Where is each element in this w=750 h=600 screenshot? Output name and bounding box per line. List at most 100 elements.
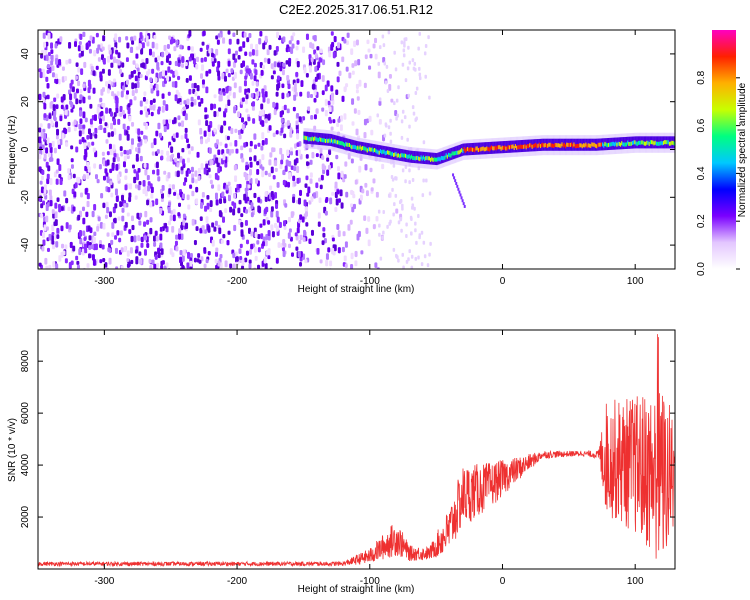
spectrogram-cell — [637, 140, 640, 145]
spectrogram-cell — [579, 143, 582, 148]
spectrogram-cell — [401, 109, 405, 114]
spectrogram-cell — [420, 155, 423, 160]
spectrogram-cell — [178, 228, 182, 235]
spectrogram-cell — [94, 174, 98, 180]
spectrogram-cell — [400, 228, 403, 233]
spectrogram-cell — [502, 146, 505, 151]
spectrogram-cell — [359, 145, 362, 150]
spectrogram-cell — [301, 216, 305, 223]
spectrogram-cell — [149, 100, 153, 105]
spectrogram-cell — [140, 242, 144, 248]
spectrogram-cell — [135, 153, 139, 161]
spectrogram-cell — [666, 140, 669, 145]
spectrogram-cell — [400, 40, 404, 45]
colorbar-tick-label: 0.8 — [696, 70, 707, 84]
spectrogram-cell — [250, 93, 254, 98]
spectrogram-cell — [53, 114, 57, 121]
spectrogram-cell — [218, 227, 222, 235]
spectrogram-cell — [105, 107, 109, 114]
spectrogram-cell — [335, 154, 339, 160]
spectrogram-cell — [130, 46, 134, 54]
spectrogram-cell — [128, 229, 132, 235]
spectrogram-cell — [446, 154, 449, 159]
spectrogram-cell — [73, 119, 77, 125]
spectrogram-cell — [55, 241, 59, 248]
spectrogram-cell — [233, 71, 237, 79]
spectrogram-cell — [450, 153, 453, 158]
spectrogram-cell — [408, 162, 411, 167]
spectrogram-cell — [372, 43, 376, 49]
spectrogram-cell — [594, 143, 597, 148]
spectrogram-cell — [145, 111, 149, 118]
spectrogram-cell — [303, 135, 306, 140]
spectrogram-cell — [139, 32, 143, 40]
spectrogram-cell — [493, 146, 496, 151]
spectrogram-cell — [56, 227, 60, 234]
spectrogram-cell — [343, 38, 347, 44]
spectrogram-cell — [70, 164, 74, 169]
spectrogram-cell — [501, 145, 504, 150]
spectrogram-cell — [375, 216, 379, 222]
spectrogram-cell — [377, 150, 380, 155]
spectrogram-cell — [351, 70, 355, 75]
spectrogram-cell — [213, 127, 217, 133]
spectrogram-cell — [650, 140, 653, 145]
spectrogram-cell — [238, 86, 242, 93]
spectrogram-cell — [114, 247, 118, 255]
spectrogram-cell — [64, 109, 68, 116]
spectrogram-cell — [67, 174, 71, 181]
spectrogram-cell — [309, 178, 313, 184]
spectrogram-cell — [247, 174, 251, 180]
spectrogram-cell — [235, 256, 239, 262]
spectrogram-cell — [110, 111, 114, 117]
spectrogram-cell — [121, 215, 125, 222]
spectrogram-cell — [408, 154, 411, 159]
spectrogram-cell — [422, 178, 425, 183]
spectrogram-cell — [322, 232, 326, 238]
spectrogram-cell — [275, 203, 279, 209]
spectrogram-cell — [298, 116, 302, 123]
spectrogram-cell — [93, 114, 97, 122]
spectrogram-cell — [407, 154, 410, 159]
spectrogram-cell — [282, 238, 286, 246]
spectrogram-cell — [424, 74, 427, 79]
spectrogram-cell — [217, 33, 221, 38]
spectrogram-cell — [231, 201, 235, 206]
spectrogram-cell — [243, 142, 247, 148]
spectrogram-cell — [177, 92, 181, 98]
spectrogram-cell — [45, 41, 49, 47]
x-tick-label: -200 — [227, 576, 247, 587]
spectrogram-cell — [408, 168, 411, 173]
spectrogram-cell — [420, 262, 424, 267]
spectrogram-cell — [108, 257, 112, 265]
spectrogram-cell — [331, 247, 335, 255]
spectrogram-cell — [158, 132, 162, 138]
spectrogram-cell — [411, 205, 414, 210]
spectrogram-cell — [549, 142, 552, 147]
spectrogram-cell — [99, 97, 103, 103]
spectrogram-cell — [319, 259, 323, 264]
spectrogram-cell — [414, 221, 417, 226]
spectrogram-cell — [106, 55, 110, 63]
spectrogram-cell — [262, 219, 266, 226]
spectrogram-cell — [109, 168, 113, 174]
spectrogram-cell — [344, 241, 348, 248]
spectrogram-cell — [295, 45, 299, 51]
spectrogram-cell — [400, 119, 404, 124]
spectrogram-cell — [234, 175, 238, 183]
spectrogram-cell — [274, 167, 278, 172]
spectrogram-cell — [48, 142, 52, 148]
spectrogram-cell — [226, 135, 230, 141]
spectrogram-cell — [505, 146, 508, 151]
spectrogram-cell — [79, 33, 83, 40]
spectrogram-cell — [126, 212, 130, 217]
spectrogram-cell — [323, 237, 327, 244]
spectrogram-cell — [321, 138, 324, 143]
spectrogram-cell — [514, 144, 517, 149]
spectrogram-cell — [72, 245, 76, 252]
spectrogram-cell — [173, 46, 177, 52]
spectrogram-cell — [60, 104, 64, 110]
spectrogram-cell — [179, 44, 183, 50]
spectrogram-cell — [59, 178, 63, 186]
spectrogram-cell — [98, 164, 102, 170]
